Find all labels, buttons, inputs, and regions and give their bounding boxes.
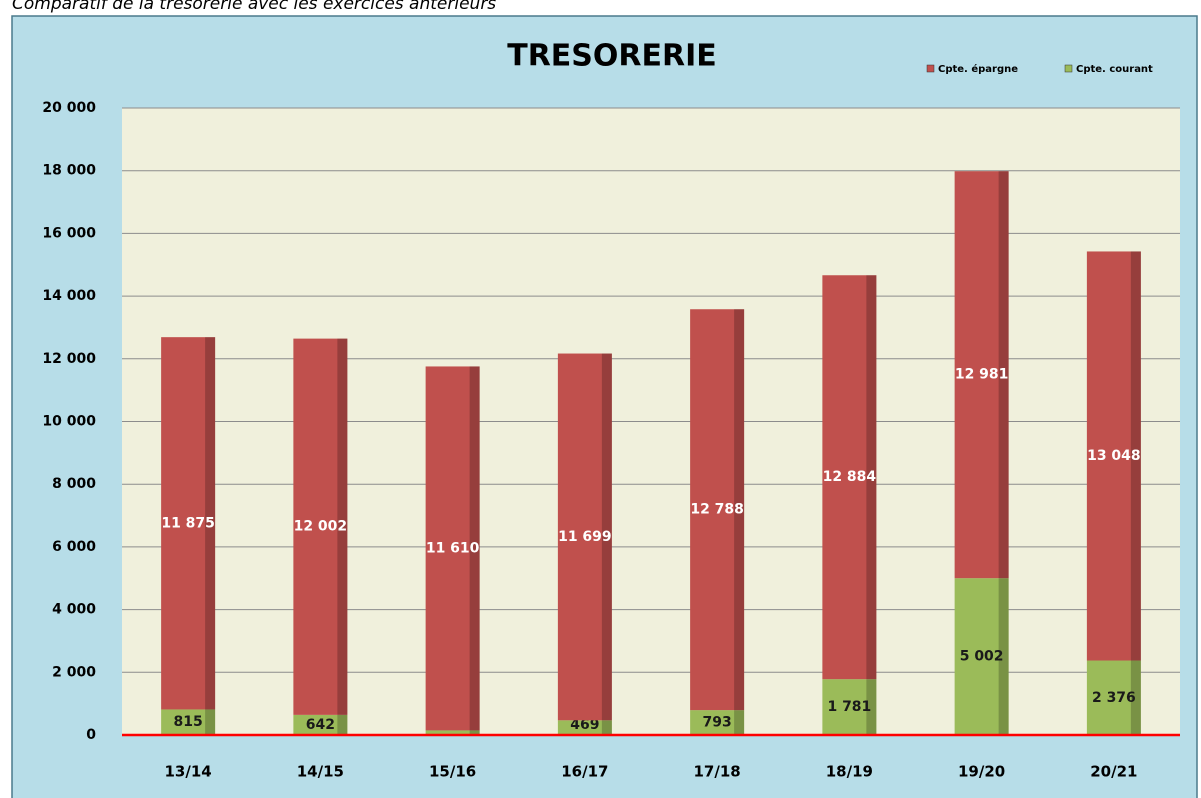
bar-shade [469,730,480,735]
y-tick-label: 12 000 [42,351,96,367]
data-label: 793 [703,715,732,731]
data-label: 11 699 [558,529,612,545]
bar-shade [337,338,348,715]
bar-shade [866,679,877,735]
data-label: 469 [570,717,599,733]
chart-subtitle: Comparatif de la trésorerie avec les exe… [12,0,496,14]
x-tick-label: 20/21 [1090,763,1137,781]
y-tick-label: 20 000 [42,100,96,116]
bar-shade [601,353,612,721]
y-tick-label: 10 000 [42,414,96,430]
y-tick-label: 14 000 [42,288,96,304]
bar-shade [1130,251,1141,661]
bar-segment [293,714,348,735]
y-tick-label: 2 000 [52,664,96,680]
y-tick-label: 4 000 [52,602,96,618]
x-tick-label: 18/19 [826,763,873,781]
bar-shade [734,309,745,711]
bar-segment [293,338,348,715]
data-label: 642 [306,717,335,733]
bar-segment [954,171,1009,579]
legend-swatch [1064,64,1073,73]
x-tick-label: 14/15 [297,763,344,781]
data-label: 11 610 [426,540,480,556]
x-tick-label: 13/14 [165,763,212,781]
bar-segment [1086,660,1141,735]
bar-shade [1130,660,1141,735]
bar-shade [998,171,1009,579]
bar-segment [425,730,480,735]
x-tick-label: 17/18 [694,763,741,781]
data-label: 11 875 [161,515,215,531]
legend-label: Cpte. courant [1076,64,1153,75]
data-label: 13 048 [1087,448,1141,464]
bar-shade [205,337,216,710]
y-tick-label: 16 000 [42,225,96,241]
bar-shade [337,714,348,735]
bar-segment [954,578,1009,735]
data-label: 2 376 [1092,690,1136,706]
bar-segment [1086,251,1141,661]
bar-shade [734,710,745,735]
chart-title: TRESORERIE [507,39,717,74]
bar-shade [866,275,877,680]
bar-shade [998,578,1009,735]
bar-segment [161,337,216,710]
data-label: 12 884 [823,469,877,485]
bar-segment [161,709,216,735]
y-tick-label: 0 [86,727,96,743]
y-tick-label: 6 000 [52,539,96,555]
data-label: 815 [174,714,203,730]
bar-shade [469,366,480,731]
data-label: 1 781 [827,699,871,715]
data-label: 12 788 [690,502,744,518]
x-tick-label: 19/20 [958,763,1005,781]
bar-segment [690,309,745,711]
bar-segment [822,275,877,680]
x-tick-label: 15/16 [429,763,476,781]
bar-shade [601,720,612,735]
legend-swatch [926,64,935,73]
y-tick-label: 8 000 [52,476,96,492]
legend-label: Cpte. épargne [938,63,1018,75]
bar-segment [425,366,480,731]
data-label: 12 981 [955,367,1009,383]
y-tick-label: 18 000 [42,163,96,179]
data-label: 5 002 [960,649,1004,665]
bar-segment [557,353,612,721]
bar-segment [557,720,612,735]
data-label: 12 002 [294,519,348,535]
bar-shade [205,709,216,735]
bar-segment [822,679,877,735]
bar-segment [690,710,745,735]
x-tick-label: 16/17 [561,763,608,781]
